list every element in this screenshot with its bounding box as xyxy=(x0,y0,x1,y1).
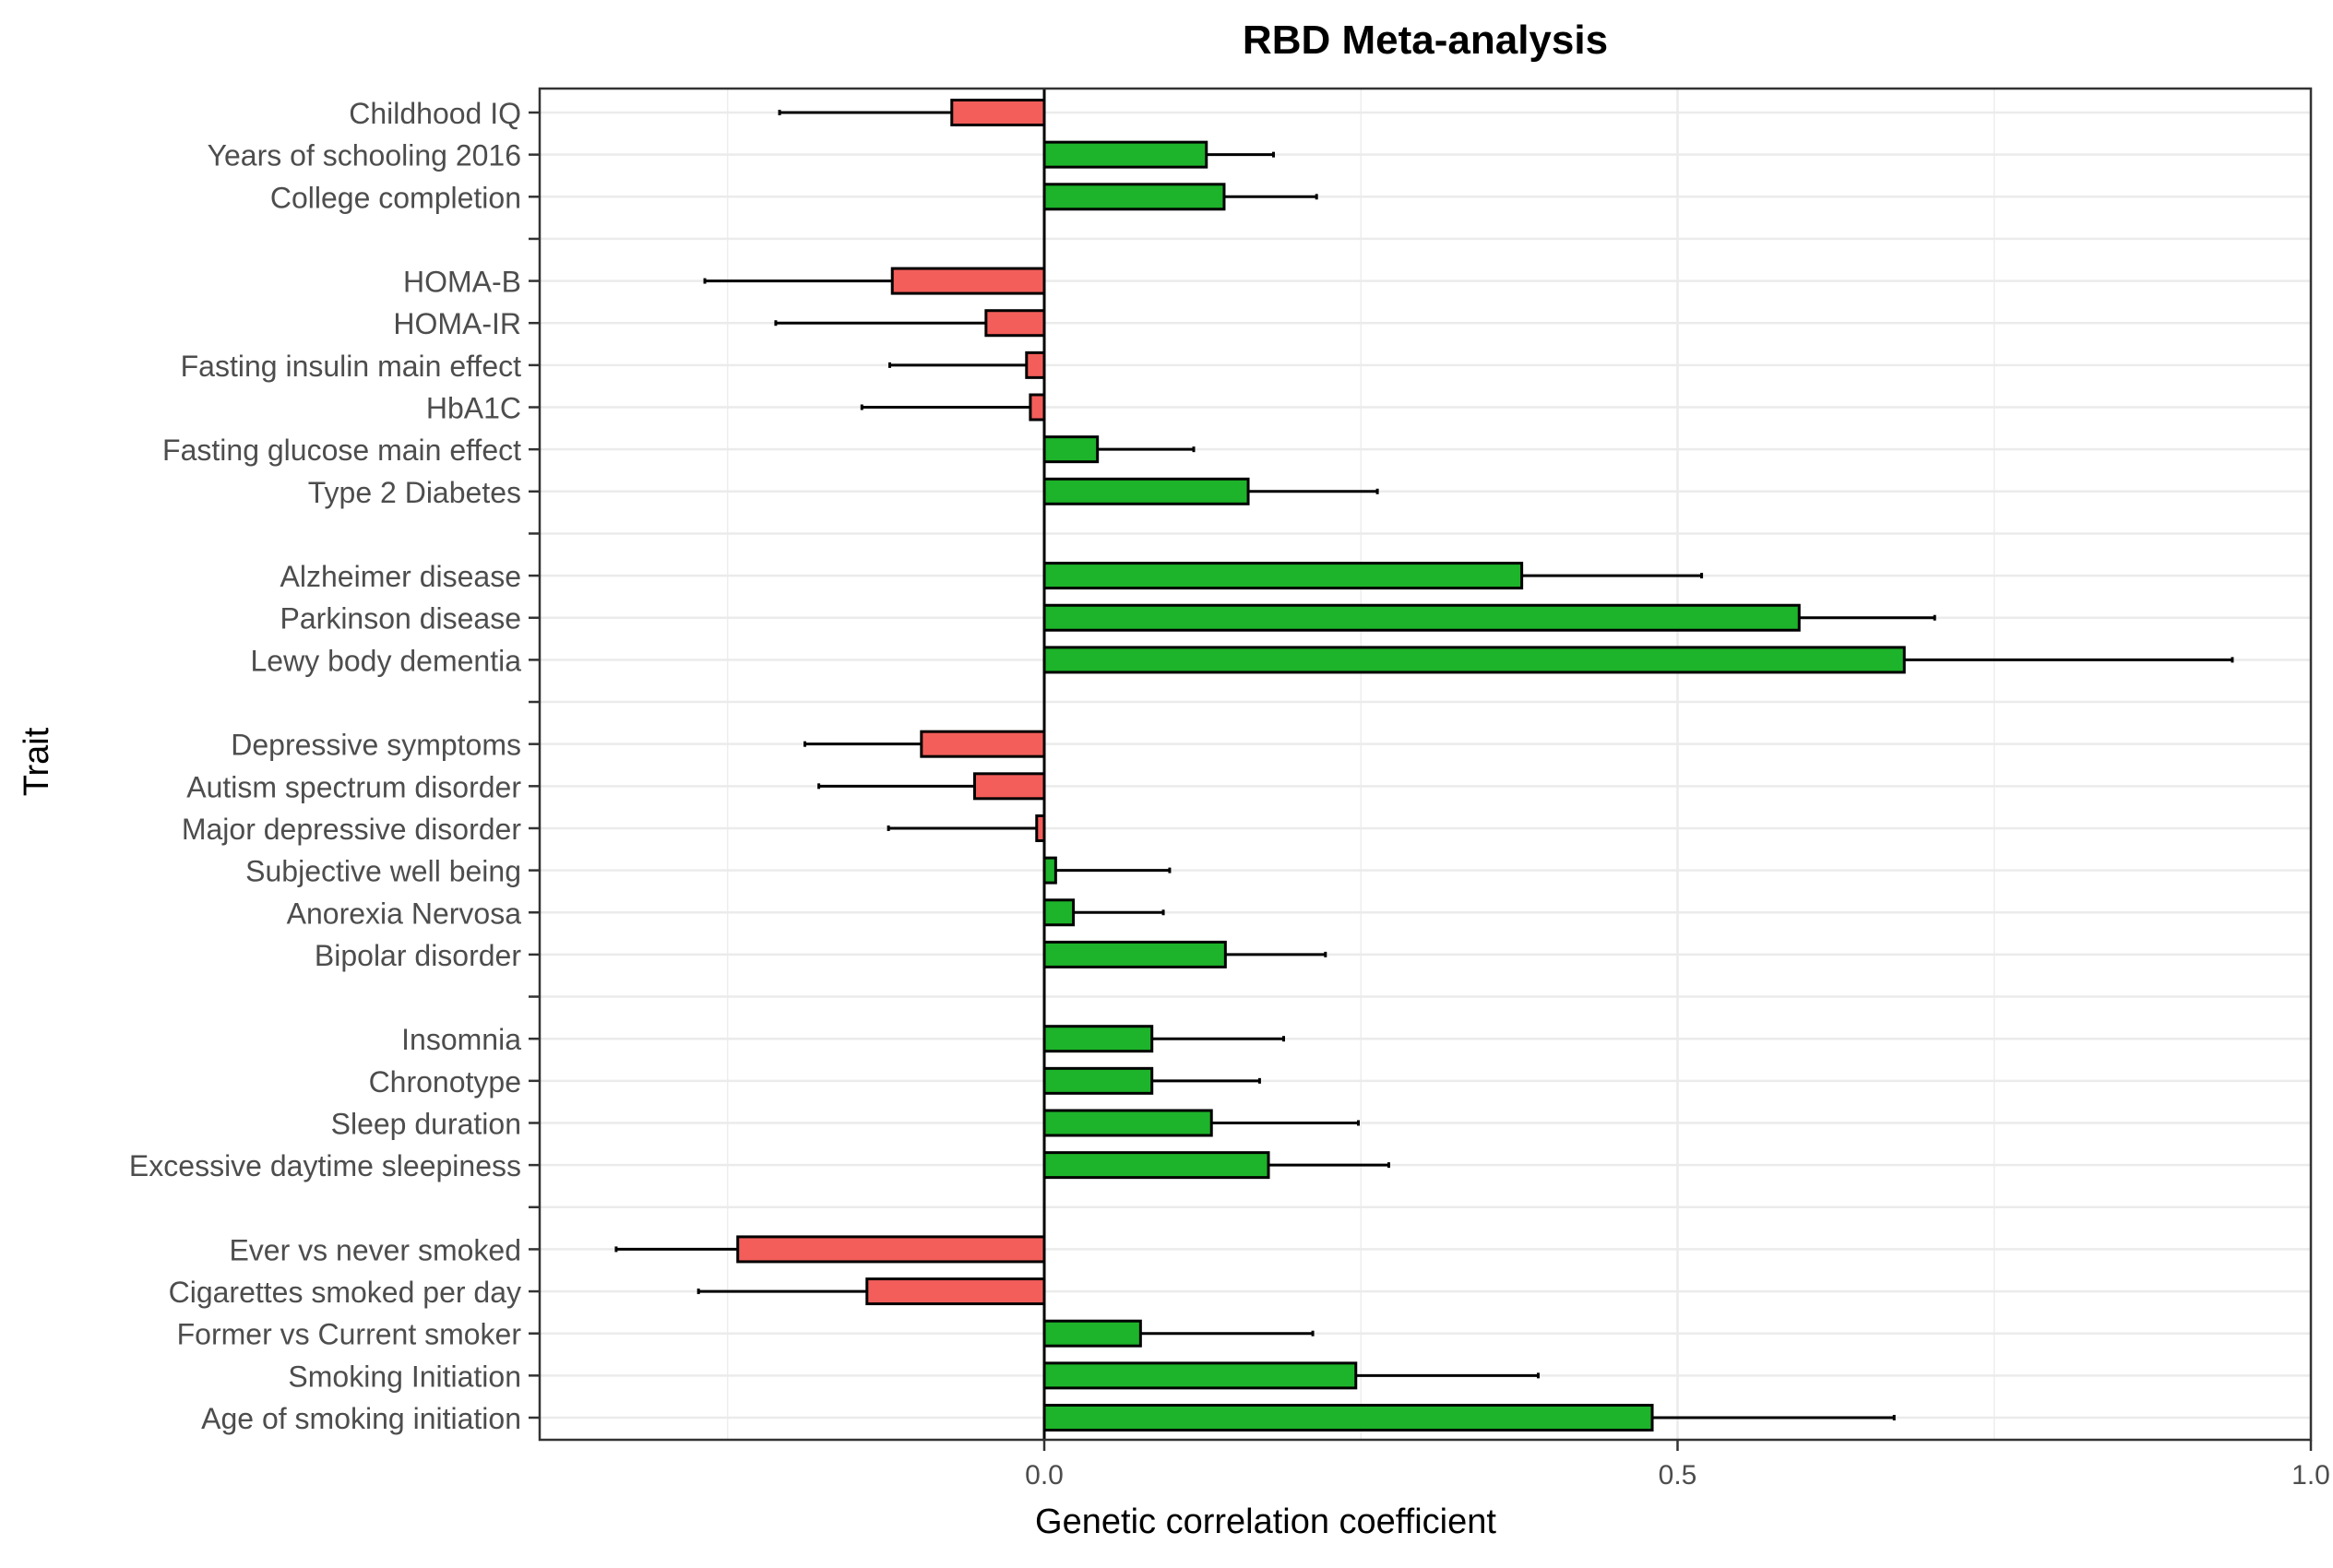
y-tick-label: Fasting insulin main effect xyxy=(181,350,521,383)
y-tick-label: Sleep duration xyxy=(331,1107,521,1140)
y-tick-label: Smoking Initiation xyxy=(288,1360,521,1393)
bar xyxy=(984,309,1046,338)
y-tick-label: Ever vs never smoked xyxy=(229,1233,521,1266)
y-tick-label: Lewy body dementia xyxy=(250,644,521,677)
bar xyxy=(736,1235,1046,1264)
bar xyxy=(1042,183,1226,211)
bar xyxy=(1042,562,1524,590)
y-tick-label: Fasting glucose main effect xyxy=(162,434,521,467)
y-tick-label: Excessive daytime sleepiness xyxy=(129,1149,521,1182)
bar xyxy=(1042,1361,1358,1390)
bar xyxy=(920,730,1046,758)
bar xyxy=(1042,1404,1654,1431)
axis-ticks xyxy=(529,111,2313,1451)
y-tick-label: Age of smoking initiation xyxy=(201,1402,521,1435)
y-tick-label: Years of schooling 2016 xyxy=(208,139,521,172)
y-tick-label: HbA1C xyxy=(426,392,521,425)
bar xyxy=(1042,1109,1213,1137)
x-tick-label: 0.0 xyxy=(1025,1460,1064,1491)
bar xyxy=(1042,603,1801,632)
y-tick-label: Cigarettes smoked per day xyxy=(169,1276,521,1309)
y-tick-label: Autism spectrum disorder xyxy=(186,770,521,803)
bar xyxy=(1025,350,1046,379)
bar xyxy=(890,267,1046,295)
bar xyxy=(1042,1151,1270,1180)
y-tick-label: Alzheimer disease xyxy=(280,560,521,593)
x-tick-label: 0.5 xyxy=(1659,1460,1697,1491)
y-tick-label: Depressive symptoms xyxy=(231,729,521,762)
bar xyxy=(1042,898,1076,927)
x-axis-title: Genetic correlation coefficient xyxy=(1035,1503,1496,1541)
bar xyxy=(1042,646,1906,674)
bar xyxy=(1042,435,1100,464)
y-tick-label: Chronotype xyxy=(369,1065,521,1099)
bars xyxy=(736,99,1906,1431)
y-tick-label: Major depressive disorder xyxy=(182,813,522,846)
bar xyxy=(1042,140,1208,169)
bar xyxy=(1029,393,1046,422)
y-tick-label: Childhood IQ xyxy=(349,97,521,130)
y-tick-label: College completion xyxy=(270,181,521,214)
chart-title: RBD Meta-analysis xyxy=(1243,18,1608,63)
y-tick-label: HOMA-IR xyxy=(393,307,521,340)
bar xyxy=(1042,1066,1154,1095)
y-tick-label: Anorexia Nervosa xyxy=(287,897,522,930)
panel-border xyxy=(538,87,2313,1442)
bar xyxy=(1042,1319,1142,1348)
y-tick-label: HOMA-B xyxy=(403,266,521,299)
bar xyxy=(1042,1025,1154,1053)
error-bars xyxy=(614,110,2234,1420)
y-tick-label: Subjective well being xyxy=(245,855,521,888)
y-tick-label: Type 2 Diabetes xyxy=(308,476,521,509)
bar xyxy=(1042,477,1250,505)
y-tick-label: Insomnia xyxy=(401,1023,521,1056)
bar xyxy=(972,772,1046,801)
y-tick-label: Former vs Current smoker xyxy=(177,1318,522,1351)
bar xyxy=(1042,940,1227,968)
y-tick-label: Bipolar disorder xyxy=(315,939,521,972)
bar xyxy=(865,1277,1046,1306)
bar xyxy=(950,99,1046,126)
axis-tick-labels: Childhood IQ Years of schooling 2016 Colle… xyxy=(129,97,2330,1491)
bar xyxy=(1042,856,1057,885)
y-axis-title: Trait xyxy=(18,727,56,796)
y-tick-label: Parkinson disease xyxy=(280,602,521,636)
x-tick-label: 1.0 xyxy=(2291,1460,2330,1491)
